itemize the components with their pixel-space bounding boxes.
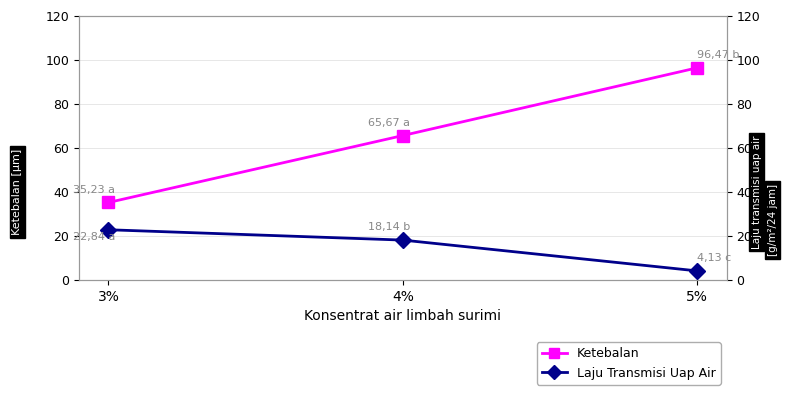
Text: 22,84 a: 22,84 a xyxy=(73,232,115,242)
Text: 65,67 a: 65,67 a xyxy=(367,118,409,128)
Text: Ketebalan [μm]: Ketebalan [μm] xyxy=(13,149,22,235)
Text: 35,23 a: 35,23 a xyxy=(73,185,115,195)
Legend: Ketebalan, Laju Transmisi Uap Air: Ketebalan, Laju Transmisi Uap Air xyxy=(536,342,720,385)
Text: [g/m²/24 jam]: [g/m²/24 jam] xyxy=(768,184,777,256)
X-axis label: Konsentrat air limbah surimi: Konsentrat air limbah surimi xyxy=(304,309,502,323)
Text: 18,14 b: 18,14 b xyxy=(367,222,410,232)
Text: 4,13 c: 4,13 c xyxy=(698,253,732,263)
Text: 96,47 b: 96,47 b xyxy=(698,50,739,60)
Text: Laju transmisi uap air: Laju transmisi uap air xyxy=(752,135,762,249)
